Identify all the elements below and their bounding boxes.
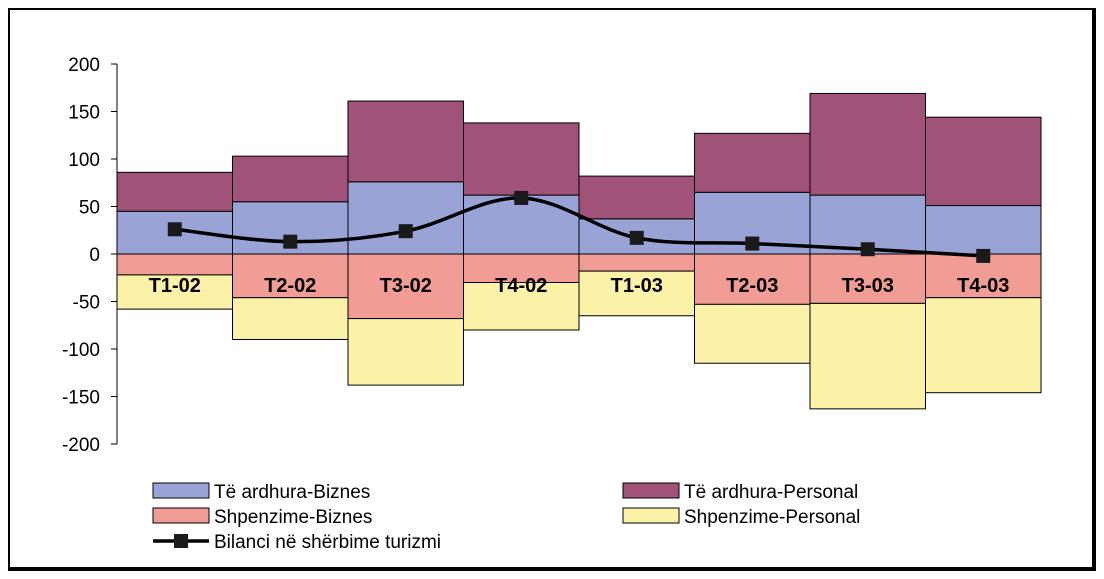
y-tick-label: -50 [73,293,100,314]
legend-label-t-ardhura-biznes: Të ardhura-Biznes [214,482,370,503]
balance-line [174,196,984,258]
category-labels: T1-02 T2-02 T3-02 T4-02 T1-03 T2-03 T3-03 T4-03 [149,275,1010,297]
bar-t-ardhura-biznes-t4-03 [925,205,1042,255]
legend-swatch-shpenzime-biznes [152,507,210,524]
category-label: T3-02 [380,275,432,297]
legend: Të ardhura-Biznes Të ardhura-Personal Shpe… [152,482,860,553]
bar-t-ardhura-personal-t4-03 [925,116,1042,207]
legend-label-bilanci-n-sh-rbime-turizmi: Bilanci në shërbime turizmi [214,532,441,553]
bar-t-ardhura-personal-t3-02 [347,100,464,183]
y-tick-label: 50 [79,198,100,219]
bar-shpenzime-biznes-t3-03 [809,253,926,304]
y-tick-label: 100 [68,150,100,171]
category-label: T1-02 [149,275,201,297]
y-tick-label: -150 [62,388,100,409]
category-label: T1-03 [611,275,663,297]
y-tick-label: 0 [89,245,100,266]
legend-marker [174,534,188,548]
bar-shpenzime-personal-t3-03 [809,302,926,410]
bar-t-ardhura-personal-t2-02 [232,155,349,203]
bar-t-ardhura-personal-t3-03 [809,92,926,196]
balance-line-layer [167,190,991,263]
balance-point [283,234,298,249]
balance-point [745,236,760,251]
y-tick-label: -200 [62,435,100,456]
bar-shpenzime-biznes-t1-02 [116,253,233,276]
y-tick-label: -100 [62,340,100,361]
balance-point [167,222,182,237]
category-label: T3-03 [842,275,894,297]
legend-swatch-t-ardhura-personal [622,482,680,499]
legend-swatch-t-ardhura-biznes [152,482,210,499]
category-label: T4-02 [495,275,547,297]
bars-layer [116,92,1042,410]
bar-shpenzime-personal-t3-02 [347,318,464,386]
balance-point [860,242,875,257]
bar-shpenzime-personal-t1-02 [116,274,233,310]
category-label: T4-03 [957,275,1009,297]
legend-label-shpenzime-personal: Shpenzime-Personal [684,507,860,528]
legend-swatch-shpenzime-personal [622,507,680,524]
category-label: T2-02 [264,275,316,297]
bar-shpenzime-personal-t4-02 [463,282,580,331]
bar-t-ardhura-personal-t1-03 [578,175,695,220]
bar-shpenzime-biznes-t2-02 [232,253,349,299]
bar-shpenzime-personal-t4-03 [925,297,1042,394]
balance-point [514,190,529,205]
bar-t-ardhura-personal-t4-02 [463,122,580,196]
bar-shpenzime-biznes-t4-02 [463,253,580,283]
y-axis: 200 150 100 50 0 -50 -100 -150 -200 [62,55,118,456]
balance-point [976,248,991,263]
bar-shpenzime-personal-t2-02 [232,297,349,341]
legend-label-shpenzime-biznes: Shpenzime-Biznes [214,507,372,528]
y-tick-label: 150 [68,103,100,124]
balance-point [398,224,413,239]
category-label: T2-03 [726,275,778,297]
y-tick-label: 200 [68,55,100,76]
bar-t-ardhura-personal-t2-03 [694,132,811,193]
bar-t-ardhura-personal-t1-02 [116,171,233,212]
bar-shpenzime-biznes-t1-03 [578,253,695,272]
balance-point [629,230,644,245]
bar-shpenzime-personal-t2-03 [694,303,811,364]
legend-label-t-ardhura-personal: Të ardhura-Personal [684,482,858,503]
